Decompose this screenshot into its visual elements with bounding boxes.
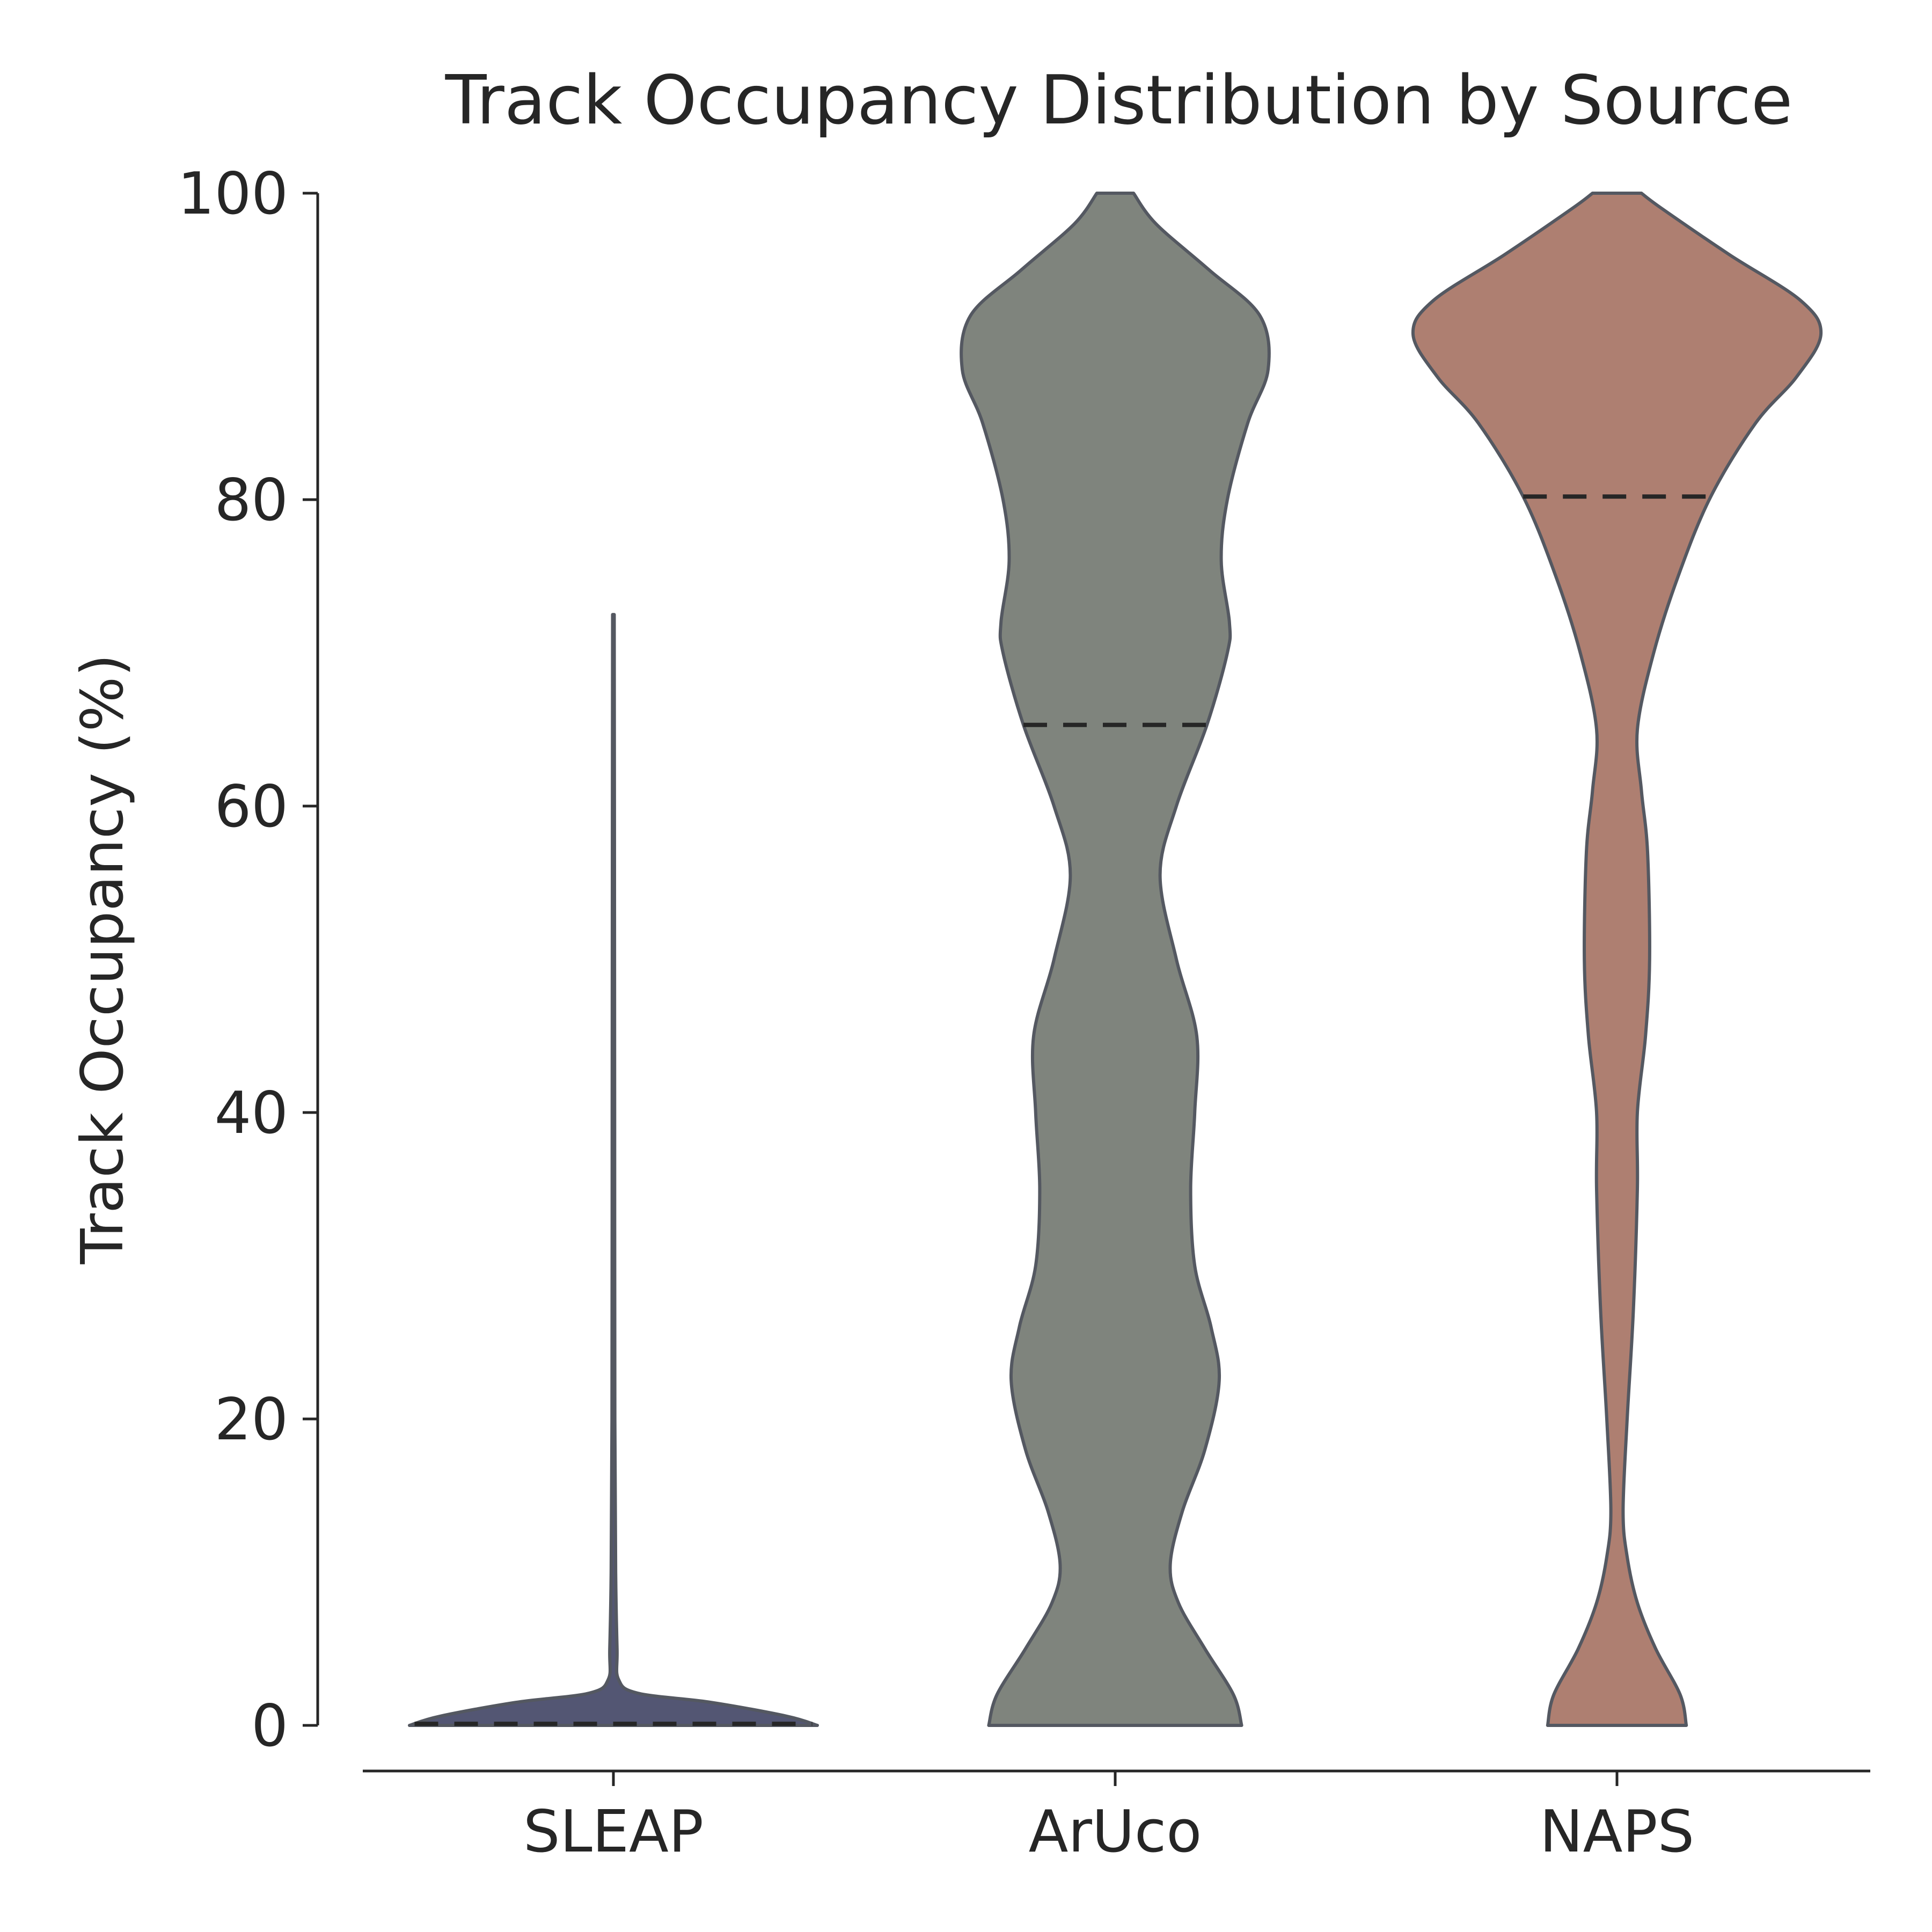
x-tick-label-aruco: ArUco	[1029, 1798, 1202, 1865]
y-tick-label: 40	[215, 1080, 288, 1147]
chart-title: Track Occupancy Distribution by Source	[445, 61, 1793, 140]
y-axis: 0 20 40 60 80 100	[178, 160, 319, 1760]
y-tick-label: 60	[215, 773, 288, 840]
violin-body-naps	[1411, 192, 1823, 1727]
x-tick-label-sleap: SLEAP	[523, 1798, 704, 1865]
violin-naps	[1411, 192, 1823, 1727]
violin-body-sleap	[408, 613, 819, 1727]
violin-aruco	[960, 192, 1271, 1727]
violins-layer	[408, 192, 1823, 1727]
x-tick-label-naps: NAPS	[1540, 1798, 1694, 1865]
y-tick-label: 0	[251, 1693, 288, 1760]
y-tick-label: 20	[215, 1386, 288, 1453]
y-tick-label: 100	[178, 160, 288, 228]
violin-body-aruco	[960, 192, 1271, 1727]
x-axis: SLEAP ArUco NAPS	[363, 1769, 1870, 1865]
y-tick-label: 80	[215, 467, 288, 534]
y-axis-label: Track Occupancy (%)	[69, 654, 136, 1265]
violin-sleap	[408, 613, 819, 1727]
